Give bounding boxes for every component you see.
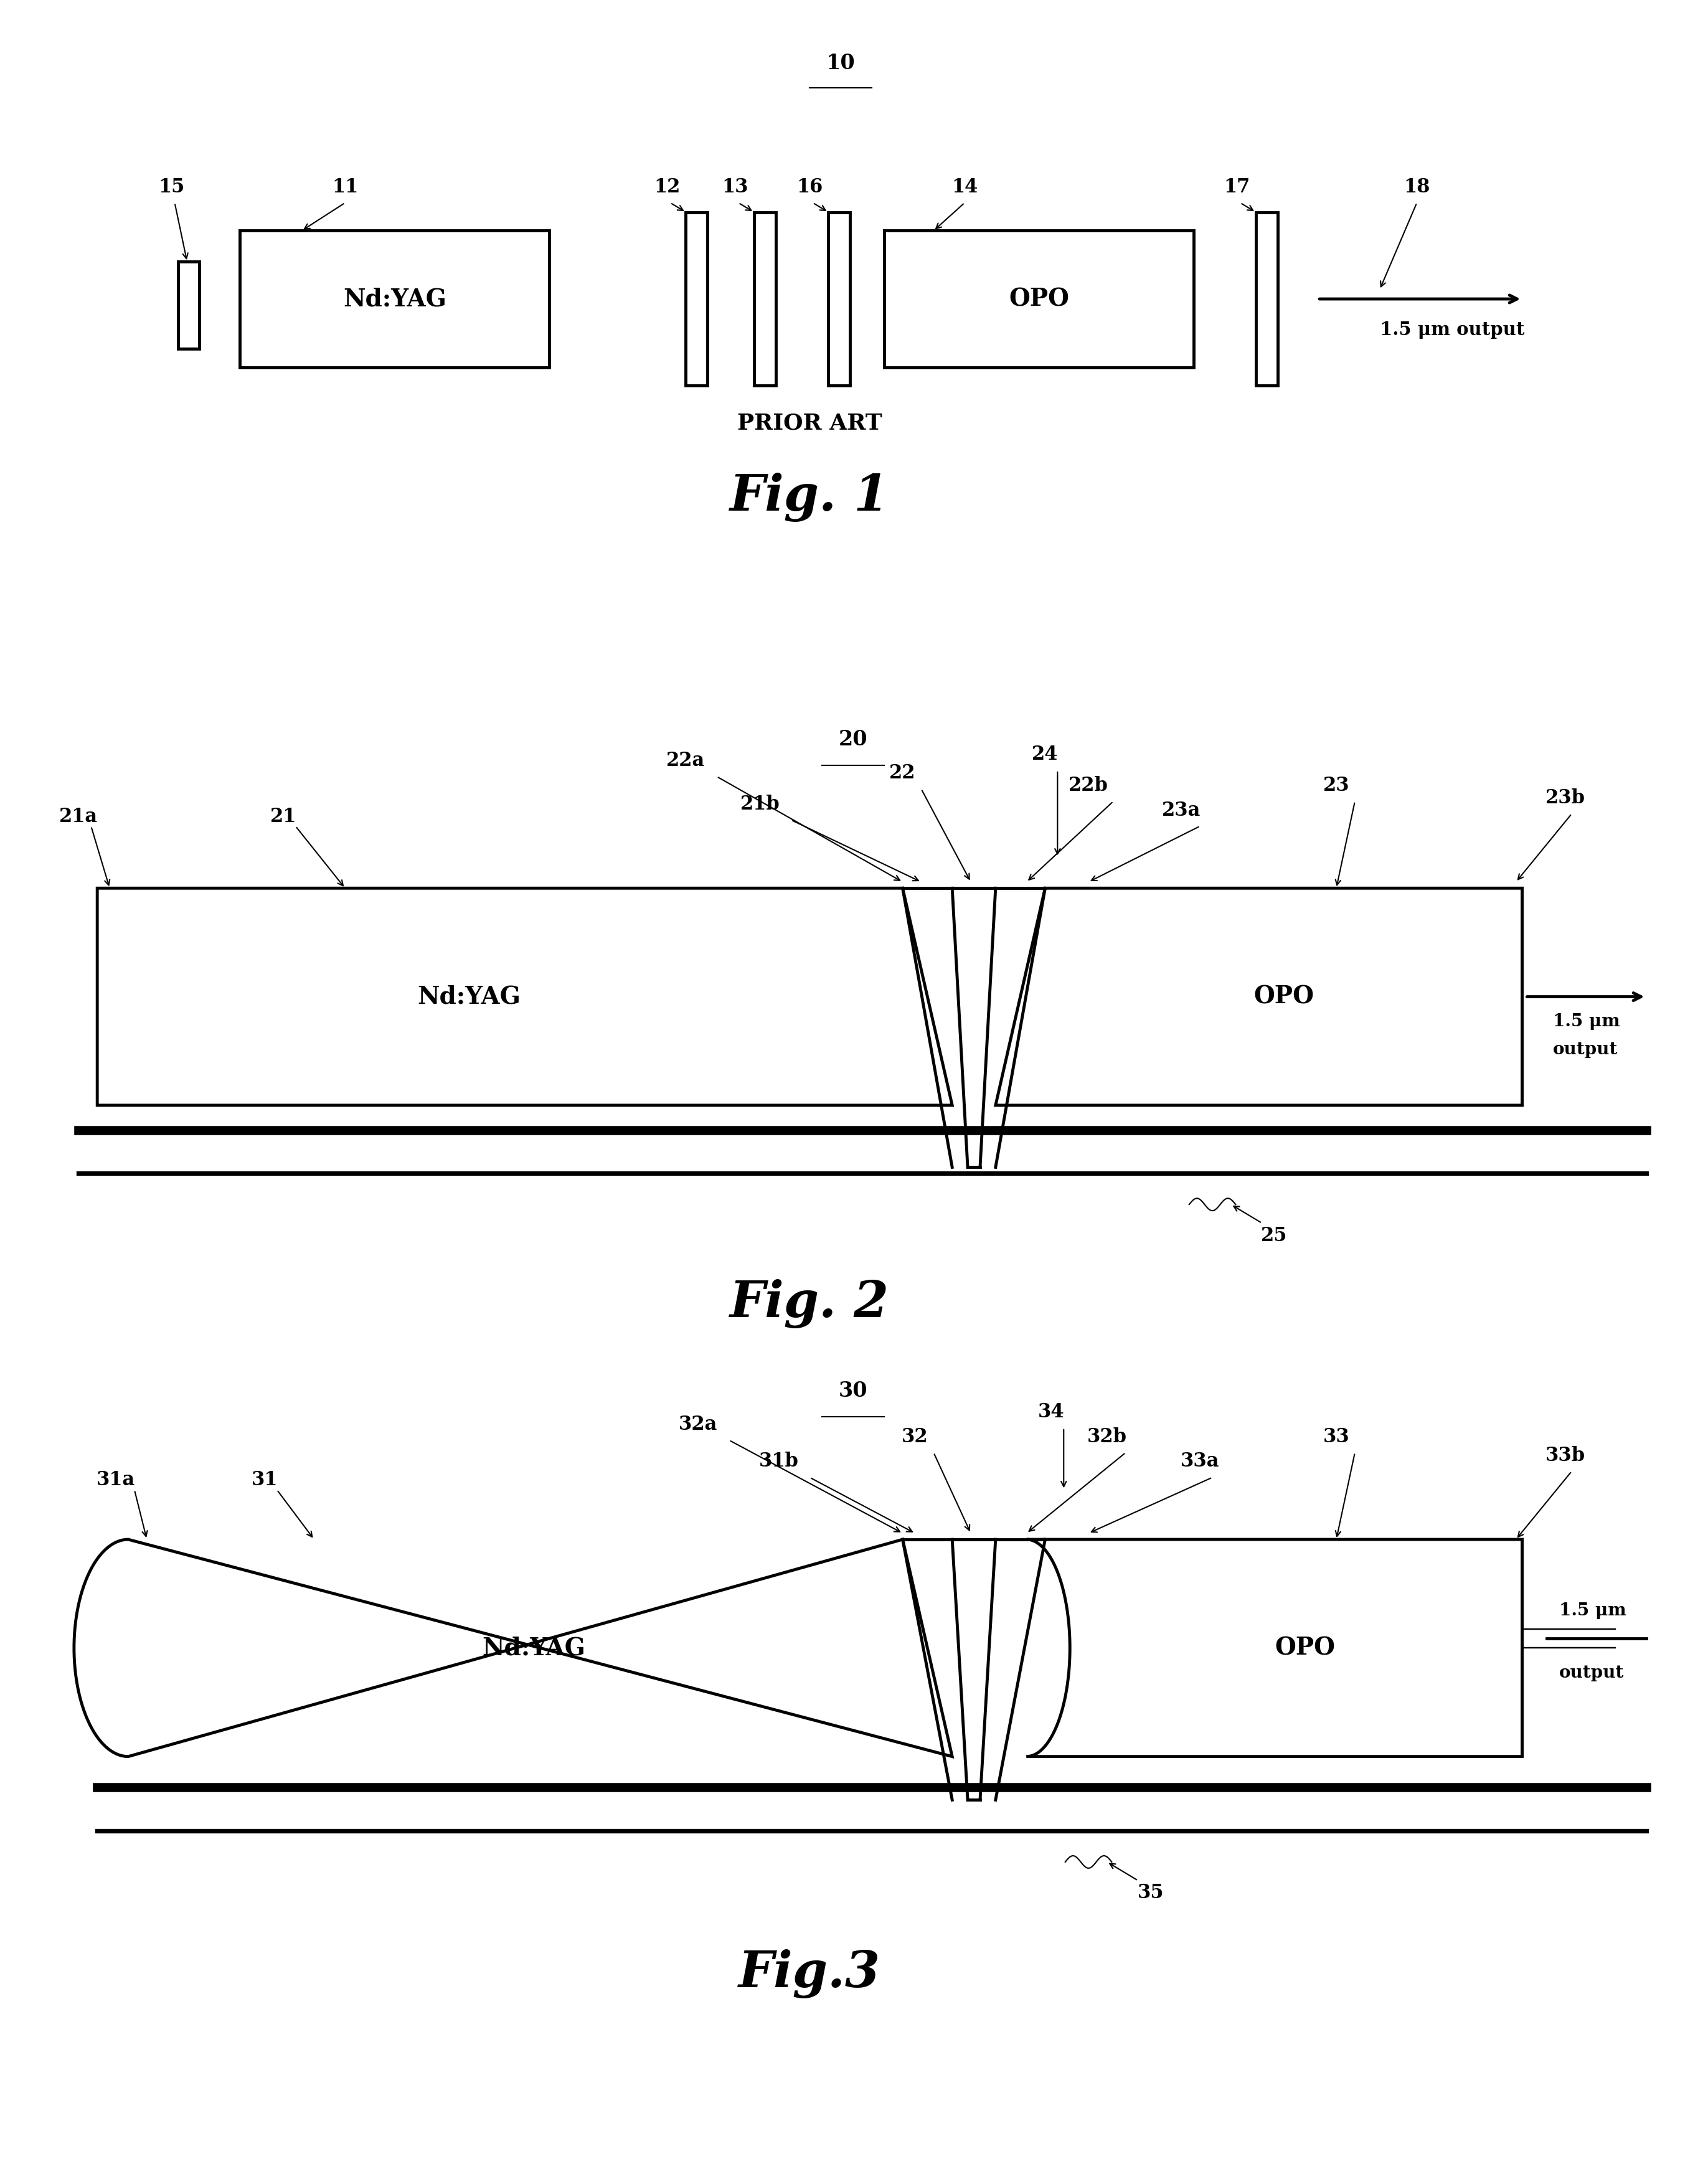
Text: 31a: 31a [96,1472,135,1489]
Text: 15: 15 [159,177,184,197]
Text: 33: 33 [1324,1426,1349,1446]
Text: 21: 21 [270,807,295,827]
Text: 23a: 23a [1161,801,1201,820]
Text: 14: 14 [951,177,977,197]
Text: 1.5 μm: 1.5 μm [1559,1601,1626,1619]
Text: 10: 10 [827,52,856,74]
Bar [178,262,200,348]
Text: 21b: 21b [740,794,781,814]
Text: 30: 30 [839,1381,868,1400]
Text: Nd:YAG: Nd:YAG [482,1636,586,1660]
Text: OPO: OPO [1276,1636,1336,1660]
Text: output: output [1553,1041,1617,1058]
Text: 24: 24 [1032,744,1059,764]
Text: 34: 34 [1038,1402,1064,1422]
Text: Fig. 1: Fig. 1 [729,472,890,522]
Text: 22b: 22b [1069,777,1108,794]
Text: 22a: 22a [666,751,705,770]
Bar [753,212,775,385]
Text: 25: 25 [1261,1225,1288,1244]
Bar [239,232,550,368]
Text: OPO: OPO [1254,985,1313,1008]
Bar [1255,212,1278,385]
Text: 32: 32 [902,1426,927,1446]
Text: 31: 31 [251,1472,278,1489]
Text: 17: 17 [1225,177,1250,197]
Text: 31b: 31b [758,1452,799,1472]
Text: 35: 35 [1138,1883,1163,1902]
Text: 18: 18 [1404,177,1430,197]
Text: 1.5 μm output: 1.5 μm output [1380,320,1525,340]
Text: Fig.3: Fig.3 [740,1950,881,1997]
Text: PRIOR ART: PRIOR ART [738,413,881,433]
Text: output: output [1559,1664,1624,1681]
Text: 32b: 32b [1088,1426,1127,1446]
Text: Nd:YAG: Nd:YAG [417,985,521,1008]
Text: OPO: OPO [1009,288,1069,312]
Text: 1.5 μm: 1.5 μm [1553,1013,1621,1030]
Text: 33b: 33b [1546,1446,1585,1465]
Text: 32a: 32a [678,1415,717,1435]
Text: 16: 16 [796,177,823,197]
Text: 22: 22 [890,764,915,783]
Bar [828,212,851,385]
Polygon shape [1027,1539,1522,1757]
Text: 12: 12 [654,177,680,197]
Bar [885,232,1194,368]
Text: 11: 11 [331,177,359,197]
Text: 13: 13 [722,177,748,197]
Text: 23b: 23b [1546,788,1585,807]
Text: 33a: 33a [1180,1452,1220,1472]
Polygon shape [97,887,951,1106]
Polygon shape [73,1539,951,1757]
Text: Fig. 2: Fig. 2 [729,1279,890,1329]
Text: 21a: 21a [60,807,97,827]
Text: 20: 20 [839,729,868,749]
Text: Nd:YAG: Nd:YAG [343,288,446,312]
Polygon shape [996,887,1522,1106]
Bar [687,212,707,385]
Text: 23: 23 [1324,777,1349,794]
